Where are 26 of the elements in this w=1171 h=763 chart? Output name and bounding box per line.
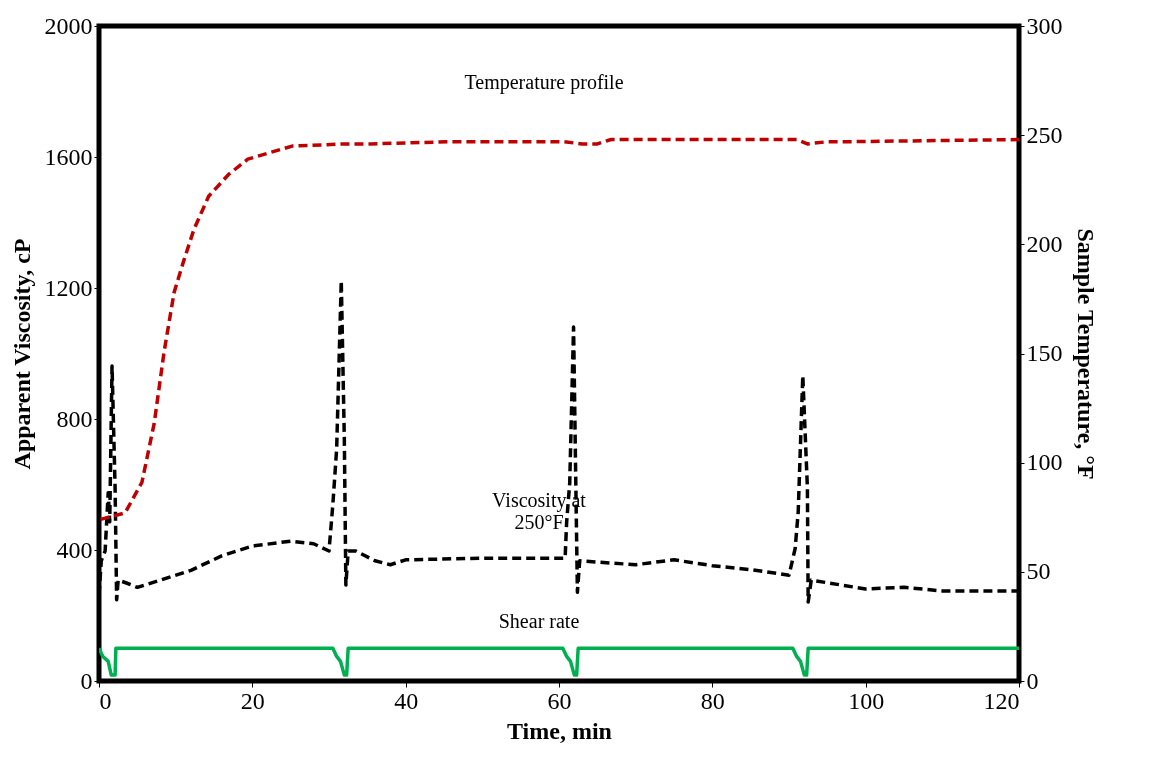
x-tick-label: 20 xyxy=(240,687,265,714)
y-axis-title: Apparent Viscosity, cP xyxy=(8,238,35,470)
x-tick-label: 80 xyxy=(700,687,725,714)
y-tick-label: 2000 xyxy=(44,12,93,39)
y-tick-label: 1200 xyxy=(44,274,93,301)
y-tick-label: 800 xyxy=(56,405,93,432)
y2-tick-label: 300 xyxy=(1026,12,1063,39)
x-tick-label: 120 xyxy=(983,687,1020,714)
y-tick-label: 0 xyxy=(80,667,93,694)
y2-tick-label: 250 xyxy=(1026,121,1063,148)
annotation: Temperature profile xyxy=(464,71,624,94)
y2-tick-label: 0 xyxy=(1026,667,1039,694)
x-axis-title: Time, min xyxy=(507,717,612,744)
x-tick-label: 40 xyxy=(394,687,419,714)
y-tick-label: 400 xyxy=(56,536,93,563)
y2-tick-label: 150 xyxy=(1026,340,1063,366)
line-series xyxy=(99,646,1019,677)
x-tick-label: 100 xyxy=(848,687,885,714)
annotation: Shear rate xyxy=(498,610,580,632)
y-tick-label: 1600 xyxy=(44,143,93,170)
x-tick-label: 60 xyxy=(547,687,572,714)
x-tick-label: 0 xyxy=(99,687,112,714)
y2-tick-label: 100 xyxy=(1026,449,1063,476)
y2-axis-title: Sample Temperature, °F xyxy=(1072,228,1099,480)
y2-tick-label: 50 xyxy=(1026,558,1051,585)
y2-tick-label: 200 xyxy=(1026,230,1063,257)
